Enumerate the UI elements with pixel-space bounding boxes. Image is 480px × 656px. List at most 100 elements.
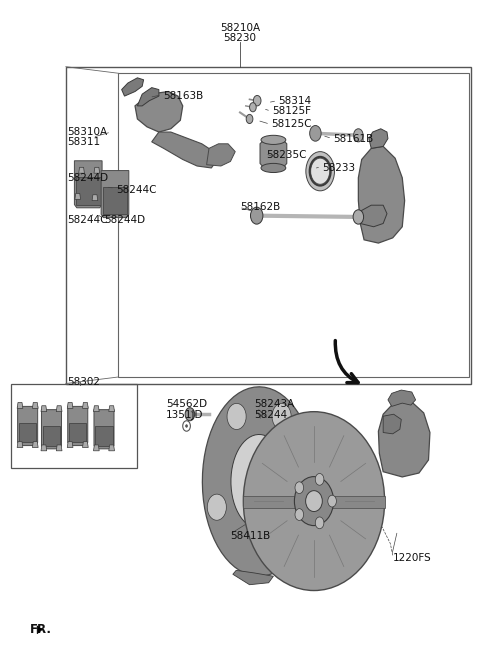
Text: 58230: 58230 — [224, 33, 256, 43]
Text: 1351JD: 1351JD — [166, 410, 204, 420]
Polygon shape — [101, 171, 129, 218]
Text: 58302: 58302 — [67, 377, 100, 386]
Polygon shape — [17, 403, 23, 408]
Text: 58314: 58314 — [278, 96, 312, 106]
Text: 58210A: 58210A — [220, 22, 260, 33]
Circle shape — [227, 403, 246, 430]
Ellipse shape — [261, 135, 286, 144]
Polygon shape — [69, 422, 86, 442]
Polygon shape — [359, 146, 405, 243]
Ellipse shape — [294, 477, 334, 525]
Polygon shape — [33, 403, 38, 408]
Text: 58244D: 58244D — [104, 215, 145, 224]
Polygon shape — [17, 441, 23, 447]
Polygon shape — [103, 187, 127, 215]
Circle shape — [261, 541, 280, 567]
Polygon shape — [94, 409, 114, 449]
Circle shape — [185, 407, 195, 420]
Polygon shape — [18, 406, 37, 445]
Circle shape — [311, 158, 330, 184]
Polygon shape — [260, 140, 287, 168]
Polygon shape — [152, 132, 216, 168]
Polygon shape — [76, 177, 101, 205]
Polygon shape — [94, 405, 99, 411]
Polygon shape — [83, 403, 88, 408]
Polygon shape — [94, 445, 99, 451]
Ellipse shape — [243, 412, 384, 590]
Circle shape — [246, 114, 253, 123]
Circle shape — [251, 207, 263, 224]
Polygon shape — [135, 92, 183, 132]
Circle shape — [315, 474, 324, 485]
Text: 54562D: 54562D — [166, 400, 207, 409]
Polygon shape — [383, 414, 401, 434]
Text: 58233: 58233 — [322, 163, 355, 173]
Text: 58311: 58311 — [67, 138, 100, 148]
Polygon shape — [388, 390, 416, 406]
Text: 58244D: 58244D — [67, 173, 108, 183]
Circle shape — [250, 102, 256, 112]
Polygon shape — [74, 161, 102, 208]
Polygon shape — [75, 194, 81, 199]
Polygon shape — [233, 570, 274, 584]
Polygon shape — [92, 195, 98, 201]
Bar — [118, 73, 469, 377]
Polygon shape — [109, 445, 115, 451]
Circle shape — [328, 495, 336, 507]
Circle shape — [207, 494, 227, 520]
Text: 58163B: 58163B — [164, 91, 204, 101]
Bar — [11, 384, 137, 468]
Text: 1220FS: 1220FS — [393, 553, 432, 563]
Circle shape — [186, 424, 188, 427]
Text: 58161B: 58161B — [333, 134, 373, 144]
Polygon shape — [137, 88, 159, 106]
Polygon shape — [206, 144, 235, 166]
Polygon shape — [79, 167, 84, 173]
Circle shape — [306, 152, 335, 191]
Polygon shape — [360, 205, 387, 227]
Circle shape — [295, 482, 303, 493]
Polygon shape — [94, 167, 100, 173]
Polygon shape — [83, 441, 88, 447]
Text: 58310A: 58310A — [67, 127, 107, 137]
Polygon shape — [67, 403, 73, 408]
Text: FR.: FR. — [30, 623, 52, 636]
Text: 58243A: 58243A — [254, 400, 295, 409]
Text: 58125C: 58125C — [271, 119, 312, 129]
Polygon shape — [56, 405, 62, 411]
Polygon shape — [121, 78, 144, 96]
Text: 58162B: 58162B — [240, 202, 280, 212]
Text: 58244C: 58244C — [116, 184, 156, 195]
Circle shape — [253, 96, 261, 106]
Text: 58125F: 58125F — [272, 106, 311, 116]
Polygon shape — [41, 445, 47, 451]
Polygon shape — [203, 387, 314, 576]
Circle shape — [353, 210, 364, 224]
Circle shape — [310, 125, 321, 141]
Circle shape — [354, 129, 363, 142]
Ellipse shape — [261, 163, 286, 173]
Bar — [66, 67, 471, 384]
Ellipse shape — [306, 491, 323, 512]
Polygon shape — [369, 129, 388, 148]
Polygon shape — [41, 409, 61, 449]
Text: 58411B: 58411B — [230, 531, 271, 541]
Circle shape — [272, 403, 291, 430]
Polygon shape — [41, 405, 47, 411]
Polygon shape — [68, 406, 88, 445]
Text: 58244: 58244 — [254, 410, 288, 420]
Circle shape — [295, 508, 303, 520]
Polygon shape — [378, 401, 430, 477]
Polygon shape — [67, 441, 73, 447]
Text: 58244C: 58244C — [67, 215, 107, 224]
Text: 58235C: 58235C — [266, 150, 307, 160]
Polygon shape — [19, 422, 36, 442]
Polygon shape — [109, 405, 115, 411]
Bar — [243, 496, 384, 508]
Circle shape — [315, 517, 324, 529]
Polygon shape — [33, 441, 38, 447]
Polygon shape — [96, 426, 113, 445]
Polygon shape — [231, 434, 287, 529]
Polygon shape — [37, 626, 42, 634]
Polygon shape — [56, 445, 62, 451]
